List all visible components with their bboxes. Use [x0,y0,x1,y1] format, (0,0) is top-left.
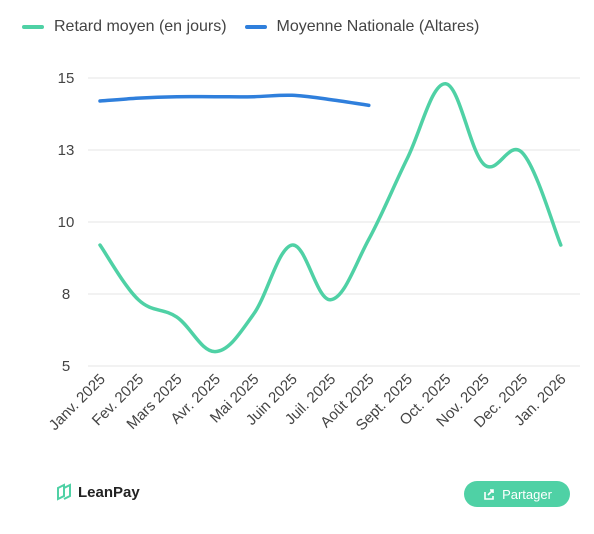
data-point-series2 [291,94,293,96]
y-tick-label: 5 [62,358,70,375]
leanpay-logo: LeanPay [54,482,140,502]
data-point-series1 [368,238,370,240]
chart-legend: Retard moyen (en jours) Moyenne National… [22,18,497,36]
data-point-series1 [329,299,331,301]
legend-label-series2: Moyenne Nationale (Altares) [276,18,480,35]
data-point-series1 [406,158,408,160]
data-point-series1 [176,316,178,318]
data-point-series2 [99,100,101,102]
y-tick-label: 15 [58,70,75,87]
data-point-series1 [99,244,101,246]
series-line-2 [98,93,371,108]
data-point-series1 [253,313,255,315]
legend-label-series1: Retard moyen (en jours) [54,18,227,35]
data-point-series1 [521,152,523,154]
data-point-series2 [368,104,370,106]
data-point-series1 [291,244,293,246]
leanpay-logo-icon [57,483,71,501]
share-button-label: Partager [502,486,552,502]
y-tick-label: 10 [58,214,75,231]
data-point-series2 [176,96,178,98]
legend-item-series2[interactable]: Moyenne Nationale (Altares) [244,18,480,36]
data-point-series1 [214,351,216,353]
data-point-series1 [137,299,139,301]
data-point-series1 [560,244,562,246]
data-point-series2 [214,96,216,98]
series-line-1 [98,82,563,354]
brand-name: LeanPay [78,483,140,501]
y-tick-label: 8 [62,286,70,303]
y-tick-label: 13 [58,142,75,159]
data-point-series1 [445,83,447,85]
data-point-series2 [329,99,331,101]
legend-swatch-series1 [22,25,44,29]
share-button[interactable]: Partager [464,481,570,507]
share-icon [484,489,494,500]
data-point-series2 [137,97,139,99]
data-point-series2 [253,96,255,98]
data-point-series1 [483,163,485,165]
legend-item-series1[interactable]: Retard moyen (en jours) [22,18,227,36]
legend-swatch-series2 [244,25,267,29]
